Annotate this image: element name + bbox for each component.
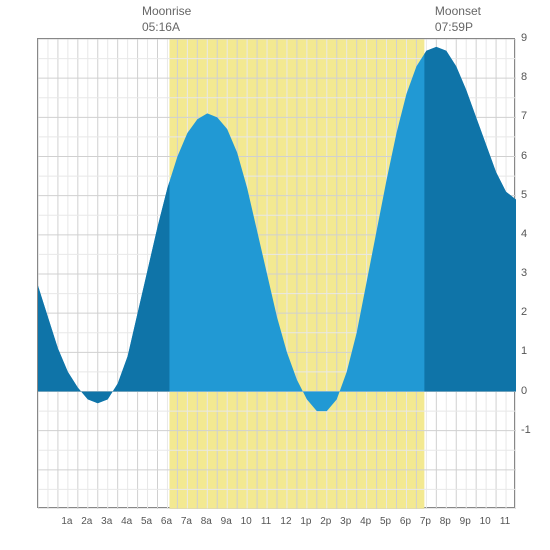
x-tick-label: 5p (380, 516, 391, 527)
x-tick-label: 3a (101, 516, 112, 527)
moonrise-title: Moonrise (142, 4, 191, 20)
x-tick-label: 7p (420, 516, 431, 527)
x-tick-label: 10 (480, 516, 491, 527)
moonset-title: Moonset (435, 4, 481, 20)
x-tick-label: 3p (340, 516, 351, 527)
moonrise-time: 05:16A (142, 20, 191, 36)
x-tick-label: 6a (161, 516, 172, 527)
moonrise-annotation: Moonrise05:16A (142, 4, 191, 35)
y-tick-label: 1 (521, 345, 527, 357)
y-tick-label: 0 (521, 385, 527, 397)
x-tick-label: 2p (320, 516, 331, 527)
moonset-annotation: Moonset07:59P (435, 4, 481, 35)
tide-chart (38, 39, 516, 509)
x-tick-label: 1p (300, 516, 311, 527)
x-tick-label: 9a (221, 516, 232, 527)
x-tick-label: 11 (261, 516, 271, 527)
y-tick-label: 7 (521, 110, 527, 122)
x-tick-label: 8p (440, 516, 451, 527)
x-tick-label: 2a (81, 516, 92, 527)
x-tick-label: 4a (121, 516, 132, 527)
y-tick-label: 5 (521, 189, 527, 201)
y-tick-label: 6 (521, 150, 527, 162)
y-tick-label: 8 (521, 71, 527, 83)
x-tick-label: 9p (460, 516, 471, 527)
x-tick-label: 10 (241, 516, 252, 527)
x-tick-label: 6p (400, 516, 411, 527)
y-tick-label: 2 (521, 306, 527, 318)
y-tick-label: -1 (521, 424, 531, 436)
plot-area (37, 38, 515, 508)
x-tick-label: 8a (201, 516, 212, 527)
x-tick-label: 12 (280, 516, 291, 527)
x-tick-label: 11 (500, 516, 510, 527)
x-tick-label: 1a (61, 516, 72, 527)
x-tick-label: 5a (141, 516, 152, 527)
y-tick-label: 9 (521, 32, 527, 44)
y-tick-label: 3 (521, 267, 527, 279)
y-tick-label: 4 (521, 228, 527, 240)
x-tick-label: 4p (360, 516, 371, 527)
moonset-time: 07:59P (435, 20, 481, 36)
x-tick-label: 7a (181, 516, 192, 527)
